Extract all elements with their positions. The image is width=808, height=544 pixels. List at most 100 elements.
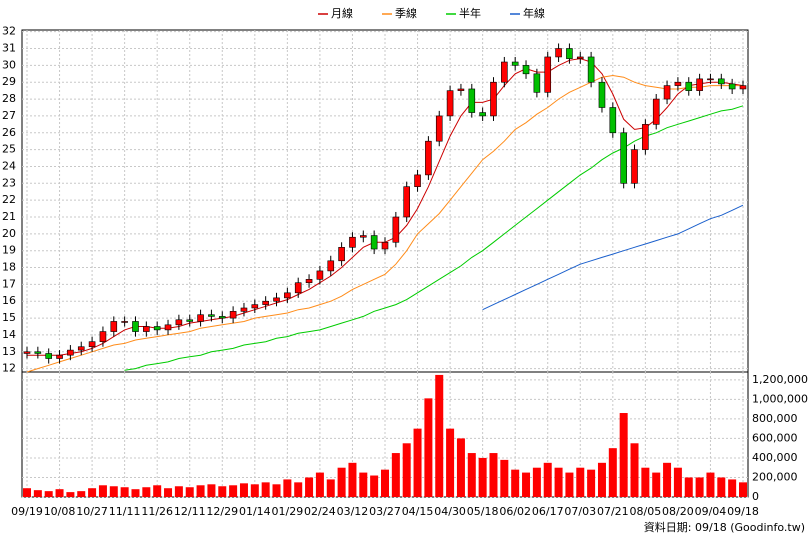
candle-body bbox=[34, 351, 42, 354]
x-tick-label: 09/19 bbox=[11, 505, 43, 518]
candle-body bbox=[164, 324, 172, 331]
volume-bar bbox=[684, 477, 693, 497]
x-tick-label: 08/05 bbox=[630, 505, 662, 518]
volume-bar bbox=[435, 374, 444, 497]
volume-bar bbox=[739, 482, 747, 497]
candle-body bbox=[566, 48, 573, 59]
y-tick-label: 23 bbox=[2, 176, 16, 189]
ma-line bbox=[124, 105, 744, 371]
candle-body bbox=[360, 235, 367, 238]
legend-label: 年線 bbox=[523, 6, 545, 20]
candle-body bbox=[56, 354, 63, 359]
x-tick-label: 10/08 bbox=[44, 505, 76, 518]
volume-bar bbox=[663, 462, 672, 497]
volume-bar bbox=[381, 469, 389, 497]
y-tick-label: 20 bbox=[2, 227, 16, 240]
volume-bar bbox=[467, 453, 476, 497]
volume-bar bbox=[88, 488, 97, 497]
volume-bar bbox=[532, 467, 541, 497]
legend-label: 半年 bbox=[459, 6, 481, 20]
candle-body bbox=[425, 140, 432, 176]
y-tick-label: 32 bbox=[2, 25, 16, 38]
y-tick-label: 18 bbox=[2, 261, 16, 274]
y2-tick-label: 200,000 bbox=[752, 470, 798, 483]
candle-body bbox=[587, 56, 595, 83]
candle-body bbox=[642, 124, 649, 150]
y2-tick-label: 800,000 bbox=[752, 412, 798, 425]
volume-bar bbox=[283, 479, 292, 497]
x-tick-label: 01/14 bbox=[239, 505, 271, 518]
y-tick-label: 25 bbox=[2, 143, 16, 156]
candle-body bbox=[414, 174, 421, 187]
y-tick-label: 28 bbox=[2, 92, 16, 105]
x-tick-label: 08/20 bbox=[662, 505, 694, 518]
y-tick-label: 22 bbox=[2, 193, 16, 206]
candle-body bbox=[143, 326, 150, 332]
volume-bar bbox=[207, 484, 216, 497]
volume-bar bbox=[185, 487, 194, 497]
candle-body bbox=[121, 321, 128, 323]
x-tick-label: 03/27 bbox=[369, 505, 401, 518]
candle-body bbox=[685, 81, 693, 91]
candle-body bbox=[479, 112, 486, 117]
candle-body bbox=[533, 73, 541, 93]
volume-bar bbox=[652, 472, 661, 497]
candle-body bbox=[294, 282, 302, 294]
volume-bar bbox=[261, 482, 270, 497]
candle-body bbox=[555, 48, 562, 58]
candle-body bbox=[598, 81, 606, 108]
volume-bar bbox=[587, 469, 596, 497]
volume-bar bbox=[326, 479, 335, 497]
legend-label: 月線 bbox=[331, 6, 353, 20]
x-tick-label: 01/29 bbox=[272, 505, 304, 518]
x-tick-label: 02/24 bbox=[304, 505, 336, 518]
y2-tick-label: 600,000 bbox=[752, 431, 798, 444]
volume-bar bbox=[554, 467, 563, 497]
legend-label: 季線 bbox=[395, 6, 417, 20]
candle-body bbox=[110, 321, 118, 332]
candle-body bbox=[609, 107, 617, 134]
volume-bar bbox=[218, 486, 227, 497]
volume-bar bbox=[131, 489, 140, 497]
candle-body bbox=[511, 61, 519, 66]
candle-body bbox=[544, 56, 552, 93]
y-tick-label: 27 bbox=[2, 109, 16, 122]
volume-bar bbox=[55, 489, 64, 497]
volume-bar bbox=[370, 475, 379, 497]
candle-body bbox=[728, 83, 736, 90]
volume-bar bbox=[77, 491, 86, 497]
candle-body bbox=[446, 90, 454, 117]
y2-tick-label: 1,000,000 bbox=[752, 392, 808, 405]
x-tick-label: 07/03 bbox=[564, 505, 596, 518]
volume-bar bbox=[359, 472, 368, 497]
volume-bar bbox=[717, 477, 726, 497]
candle-body bbox=[262, 300, 269, 305]
candle-body bbox=[88, 341, 96, 348]
y2-tick-label: 0 bbox=[752, 490, 759, 503]
volume-bar bbox=[446, 428, 455, 497]
volume-bar bbox=[229, 485, 238, 497]
volume-bar bbox=[239, 483, 248, 497]
volume-bar bbox=[305, 477, 314, 497]
volume-bar bbox=[695, 477, 704, 497]
volume-bar bbox=[522, 472, 531, 497]
candle-body bbox=[490, 81, 497, 117]
volume-bar bbox=[98, 485, 107, 497]
volume-bar bbox=[706, 472, 715, 497]
x-tick-label: 11/11 bbox=[109, 505, 141, 518]
volume-bar bbox=[673, 467, 682, 497]
candle-body bbox=[457, 88, 465, 91]
candle-body bbox=[197, 314, 204, 322]
volume-bar bbox=[597, 462, 606, 497]
x-tick-label: 09/04 bbox=[695, 505, 727, 518]
candle-body bbox=[218, 316, 226, 319]
candle-body bbox=[316, 270, 324, 280]
candle-body bbox=[175, 319, 183, 326]
volume-bar bbox=[424, 398, 433, 497]
candle-body bbox=[501, 61, 508, 83]
x-tick-label: 06/17 bbox=[532, 505, 564, 518]
x-tick-label: 06/02 bbox=[499, 505, 531, 518]
volume-bar bbox=[174, 486, 183, 497]
volume-bar bbox=[120, 487, 129, 497]
